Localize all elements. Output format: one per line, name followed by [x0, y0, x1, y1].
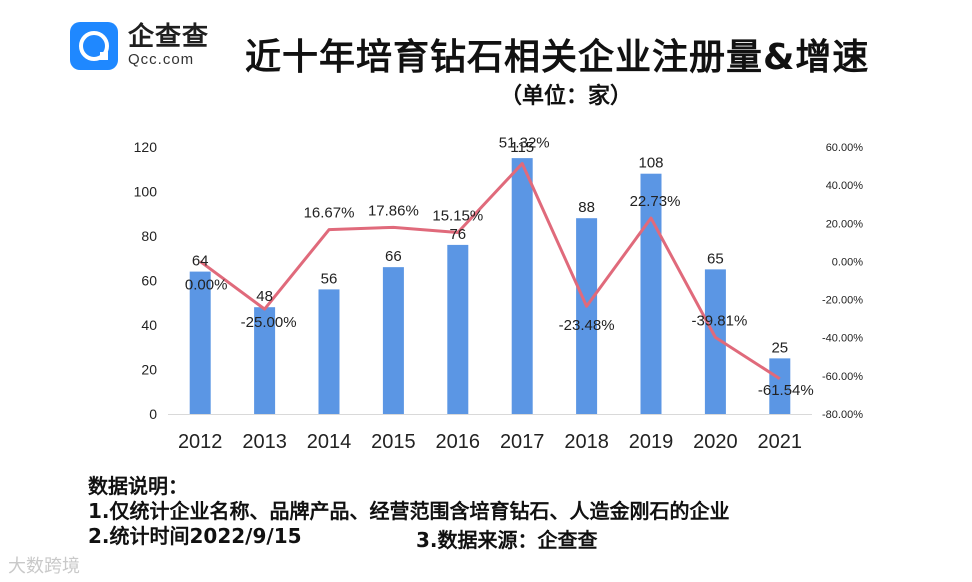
brand-name-cn: 企查查 [128, 22, 210, 52]
brand-name-en: Qcc.com [128, 51, 195, 68]
x-tick-label: 2020 [693, 431, 738, 453]
x-tick-label: 2017 [500, 431, 545, 453]
bar-value-label: 25 [771, 339, 788, 356]
x-tick-label: 2012 [178, 431, 223, 453]
bar-2017 [511, 158, 533, 414]
y-left-tick-label: 20 [141, 362, 157, 378]
y-left-tick-label: 0 [149, 406, 157, 422]
chart-subtitle: （单位：家） [500, 84, 633, 109]
y-left-tick-label: 80 [141, 228, 157, 244]
qcc-logo: 企查查 Qcc.com [70, 22, 209, 70]
y-right-tick-label: -60.00% [822, 371, 863, 383]
y-left-tick-label: 120 [134, 139, 158, 155]
y-left-tick-label: 60 [141, 273, 157, 289]
growth-value-label: -39.81% [691, 312, 747, 329]
x-tick-label: 2014 [307, 431, 352, 453]
data-notes: 数据说明： 1.仅统计企业名称、品牌产品、经营范围含培育钻石、人造金刚石的企业 … [88, 474, 730, 549]
watermark: 大数跨境 [8, 556, 80, 577]
notes-heading: 数据说明： [88, 474, 188, 498]
bar-value-label: 88 [578, 199, 595, 216]
x-tick-label: 2018 [564, 431, 609, 453]
growth-value-label: 17.86% [368, 202, 419, 219]
growth-value-label: 16.67% [304, 205, 355, 222]
bar-2020 [704, 269, 726, 414]
x-tick-label: 2019 [629, 431, 674, 453]
growth-value-label: 51.32% [499, 135, 550, 152]
y-left-tick-label: 100 [134, 184, 158, 200]
bar-2018 [576, 218, 598, 414]
bar-value-label: 76 [449, 226, 466, 243]
x-tick-label: 2013 [242, 431, 287, 453]
growth-line [199, 162, 781, 381]
bar-value-label: 115 [510, 139, 534, 156]
bar-value-label: 66 [385, 248, 402, 265]
y-right-tick-label: 0.00% [832, 256, 863, 268]
notes-line-1: 1.仅统计企业名称、品牌产品、经营范围含培育钻石、人造金刚石的企业 [88, 499, 730, 523]
chart-title: 近十年培育钻石相关企业注册量&增速 [245, 37, 870, 78]
bar-2013 [254, 307, 276, 414]
x-tick-label: 2021 [758, 431, 803, 453]
growth-value-label: 15.15% [432, 208, 483, 225]
bar-2014 [318, 289, 340, 414]
growth-value-label: -61.54% [758, 382, 814, 399]
qcc-logo-icon [70, 22, 118, 70]
y-right-tick-label: -40.00% [822, 333, 863, 345]
bar-value-label: 65 [707, 250, 724, 267]
bar-2019 [640, 173, 662, 414]
notes-source: 3.数据来源：企查查 [416, 528, 598, 552]
bar-value-label: 56 [321, 270, 338, 287]
growth-value-label: -23.48% [559, 317, 615, 334]
bar-2015 [382, 267, 404, 414]
y-right-tick-label: 40.00% [826, 180, 864, 192]
growth-value-label: 0.00% [185, 276, 228, 293]
y-right-tick-label: -80.00% [822, 409, 863, 421]
bar-2016 [447, 244, 469, 414]
notes-line-2: 2.统计时间2022/9/15 [88, 524, 302, 548]
bar-value-label: 48 [256, 288, 273, 305]
y-right-tick-label: 20.00% [826, 218, 864, 230]
x-tick-label: 2015 [371, 431, 416, 453]
growth-value-label: 22.73% [630, 193, 681, 210]
x-tick-label: 2016 [436, 431, 481, 453]
bar-value-label: 64 [192, 253, 209, 270]
y-left-tick-label: 40 [141, 317, 157, 333]
bar-value-label: 108 [638, 155, 663, 172]
growth-value-label: -25.00% [241, 314, 297, 331]
bar-2012 [189, 271, 211, 414]
y-right-tick-label: -20.00% [822, 295, 863, 307]
y-right-tick-label: 60.00% [826, 142, 864, 154]
bar-2021 [769, 358, 791, 414]
